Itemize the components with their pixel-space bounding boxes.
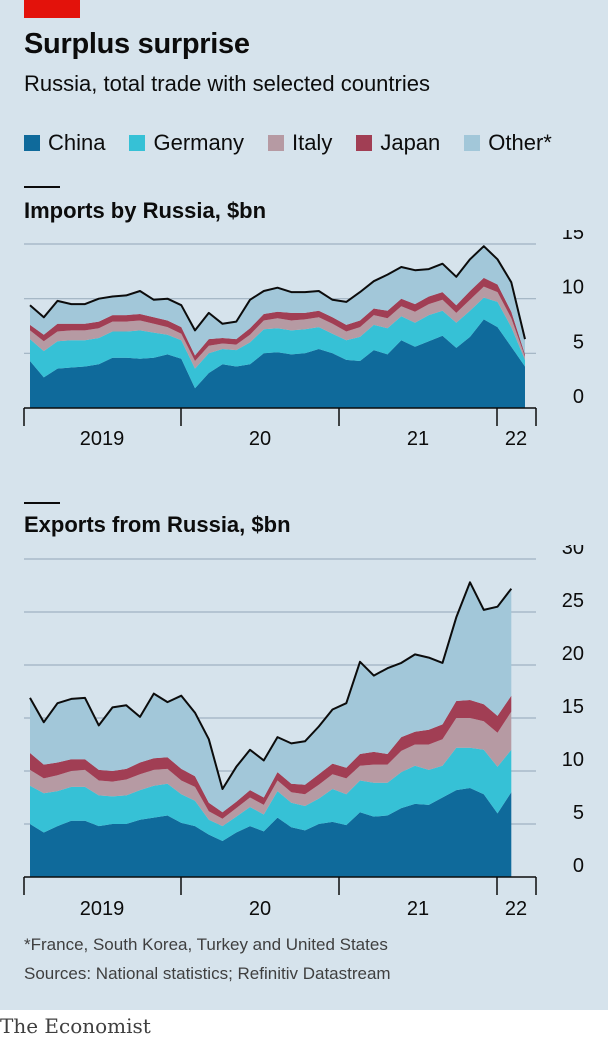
imports-area-china bbox=[30, 319, 525, 408]
exports-area-germany bbox=[30, 747, 512, 841]
legend-item-other: Other* bbox=[464, 130, 552, 156]
exports-chart: 0 5 10 15 20 25 30 2019 20 21 22 bbox=[23, 545, 584, 920]
legend-item-china: China bbox=[24, 130, 105, 156]
imports-x-tick-label: 21 bbox=[407, 428, 429, 450]
imports-x-tick-label: 2019 bbox=[80, 428, 125, 450]
imports-chart: 0 5 10 15 2019 20 21 22 bbox=[23, 230, 584, 450]
imports-area-germany bbox=[30, 297, 525, 389]
exports-y-tick-label: 10 bbox=[562, 749, 584, 771]
brand-red-bar bbox=[24, 0, 80, 18]
legend-label-italy: Italy bbox=[291, 130, 333, 155]
imports-y-tick-label: 5 bbox=[573, 331, 584, 353]
legend-item-japan: Japan bbox=[356, 130, 440, 156]
exports-y-tick-label: 25 bbox=[562, 590, 584, 612]
legend-swatch-japan bbox=[356, 135, 373, 151]
exports-y-tick-label: 5 bbox=[573, 802, 584, 824]
legend-swatch-china bbox=[24, 135, 40, 151]
exports-y-tick-label: 30 bbox=[562, 545, 584, 559]
imports-y-tick-label: 15 bbox=[562, 230, 584, 244]
exports-x-tick-label: 22 bbox=[505, 898, 527, 920]
imports-x-tick-label: 20 bbox=[249, 428, 271, 450]
imports-area-other bbox=[30, 246, 525, 356]
exports-y-tick-label: 20 bbox=[562, 643, 584, 665]
sources: Sources: National statistics; Refinitiv … bbox=[24, 964, 391, 983]
legend-label-germany: Germany bbox=[153, 130, 244, 155]
exports-area-china bbox=[30, 788, 512, 877]
footnote: *France, South Korea, Turkey and United … bbox=[24, 935, 388, 954]
exports-x-tick-label: 20 bbox=[249, 898, 271, 920]
imports-x-tick-label: 22 bbox=[505, 428, 527, 450]
legend-swatch-other bbox=[464, 135, 481, 151]
exports-section-rule bbox=[24, 502, 60, 504]
imports-total-line bbox=[29, 245, 526, 340]
legend-item-italy: Italy bbox=[267, 130, 333, 156]
exports-area-japan bbox=[30, 695, 512, 819]
imports-area-japan bbox=[30, 277, 525, 361]
imports-y-tick-label: 10 bbox=[562, 277, 584, 299]
exports-y-tick-label: 15 bbox=[562, 696, 584, 718]
exports-area-italy bbox=[30, 711, 512, 827]
exports-area-other bbox=[30, 582, 512, 813]
legend-label-china: China bbox=[48, 130, 106, 155]
exports-x-tick-label: 2019 bbox=[80, 898, 125, 920]
imports-chart-title: Imports by Russia, $bn bbox=[24, 198, 267, 223]
imports-y-tick-label: 0 bbox=[573, 386, 584, 408]
exports-y-tick-label: 0 bbox=[573, 855, 584, 877]
imports-section-rule bbox=[24, 186, 60, 188]
chart-subtitle: Russia, total trade with selected countr… bbox=[24, 71, 430, 96]
exports-total-line bbox=[29, 581, 513, 790]
legend-swatch-germany bbox=[129, 135, 146, 151]
imports-area-italy bbox=[30, 286, 525, 369]
legend-swatch-italy bbox=[267, 135, 284, 151]
legend-item-germany: Germany bbox=[129, 130, 244, 156]
exports-x-tick-label: 21 bbox=[407, 898, 429, 920]
exports-chart-title: Exports from Russia, $bn bbox=[24, 512, 291, 537]
chart-title: Surplus surprise bbox=[24, 28, 250, 60]
legend-label-other: Other* bbox=[488, 130, 552, 155]
legend-label-japan: Japan bbox=[380, 130, 441, 155]
brand-logo: The Economist bbox=[0, 1014, 151, 1038]
legend: China Germany Italy Japan Other* bbox=[24, 128, 552, 158]
